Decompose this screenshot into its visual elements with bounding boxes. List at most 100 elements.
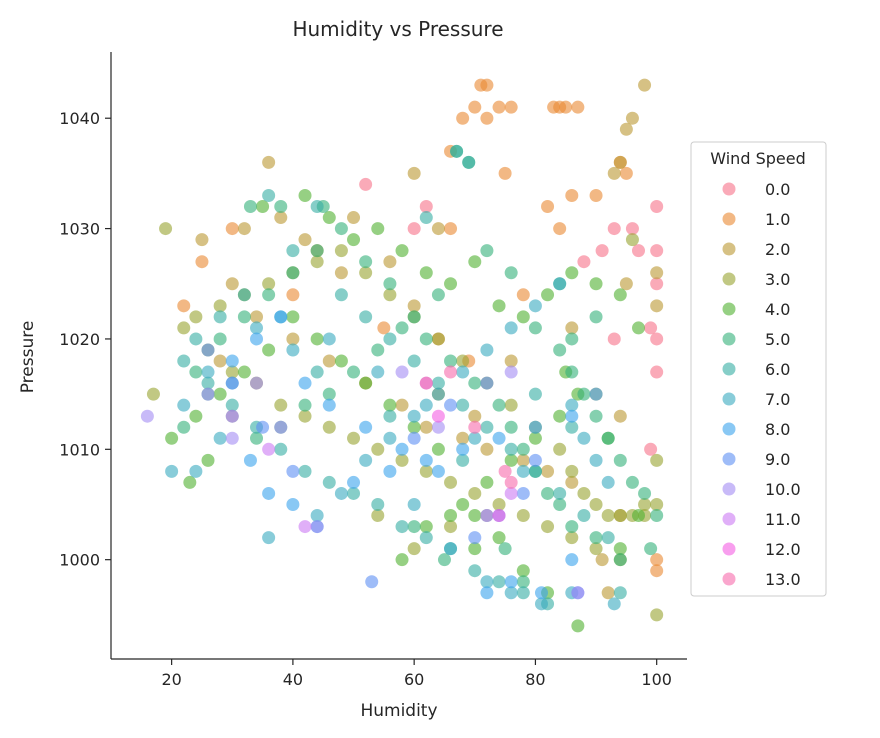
data-point xyxy=(395,321,409,335)
data-point xyxy=(359,266,373,280)
data-point xyxy=(644,442,658,456)
data-point xyxy=(534,586,548,600)
data-point xyxy=(613,155,627,169)
data-point xyxy=(601,431,615,445)
data-point xyxy=(565,321,579,335)
data-point xyxy=(165,464,179,478)
data-point xyxy=(322,211,336,225)
data-point xyxy=(553,100,567,114)
data-point xyxy=(589,277,603,291)
data-point xyxy=(504,354,518,368)
data-point xyxy=(625,111,639,125)
data-point xyxy=(650,299,664,313)
x-tick-label: 80 xyxy=(525,670,545,689)
data-point xyxy=(650,365,664,379)
data-point xyxy=(444,222,458,236)
data-point xyxy=(395,244,409,258)
legend-label: 11.0 xyxy=(765,510,801,529)
data-point xyxy=(516,453,530,467)
data-point xyxy=(504,100,518,114)
data-point xyxy=(553,409,567,423)
data-point xyxy=(298,464,312,478)
data-point xyxy=(286,288,300,302)
data-point xyxy=(468,376,482,390)
data-point xyxy=(298,409,312,423)
data-point xyxy=(565,365,579,379)
data-point xyxy=(480,78,494,92)
data-point xyxy=(165,431,179,445)
data-point xyxy=(407,354,421,368)
data-point xyxy=(613,288,627,302)
data-point xyxy=(407,310,421,324)
data-point xyxy=(262,277,276,291)
data-point xyxy=(553,486,567,500)
data-point xyxy=(298,233,312,247)
data-point xyxy=(504,365,518,379)
legend-item: 4.0 xyxy=(722,300,790,319)
data-point xyxy=(431,288,445,302)
data-point xyxy=(225,365,239,379)
data-point xyxy=(480,244,494,258)
series-6.0 xyxy=(177,144,627,611)
data-point xyxy=(468,100,482,114)
data-point xyxy=(322,420,336,434)
series-5.0 xyxy=(177,144,664,589)
data-point xyxy=(456,497,470,511)
data-point xyxy=(419,200,433,214)
data-point xyxy=(431,222,445,236)
data-point xyxy=(541,200,555,214)
data-point xyxy=(419,332,433,346)
data-point xyxy=(528,387,542,401)
data-point xyxy=(504,486,518,500)
data-point xyxy=(383,288,397,302)
x-tick-label: 20 xyxy=(161,670,181,689)
data-point xyxy=(237,310,251,324)
data-point xyxy=(419,453,433,467)
data-point xyxy=(601,531,615,545)
data-point xyxy=(322,398,336,412)
legend-item: 3.0 xyxy=(722,270,790,289)
data-point xyxy=(383,464,397,478)
data-point xyxy=(650,266,664,280)
data-point xyxy=(419,266,433,280)
data-point xyxy=(274,442,288,456)
data-point xyxy=(383,409,397,423)
data-point xyxy=(577,255,591,269)
data-point xyxy=(444,365,458,379)
data-point xyxy=(516,310,530,324)
data-point xyxy=(607,222,621,236)
data-point xyxy=(383,431,397,445)
data-point xyxy=(407,431,421,445)
data-point xyxy=(589,188,603,202)
data-point xyxy=(492,299,506,313)
data-point xyxy=(619,277,633,291)
data-point xyxy=(359,420,373,434)
data-point xyxy=(613,409,627,423)
data-point xyxy=(371,365,385,379)
data-point xyxy=(183,475,197,489)
data-point xyxy=(359,453,373,467)
legend-marker xyxy=(722,392,736,406)
data-point xyxy=(225,354,239,368)
data-point xyxy=(310,255,324,269)
data-point xyxy=(407,497,421,511)
data-point xyxy=(419,398,433,412)
data-point xyxy=(431,464,445,478)
data-point xyxy=(444,475,458,489)
data-point xyxy=(468,486,482,500)
data-point xyxy=(201,453,215,467)
legend-item: 11.0 xyxy=(722,510,801,529)
data-point xyxy=(431,420,445,434)
data-point xyxy=(504,266,518,280)
data-point xyxy=(468,409,482,423)
data-point xyxy=(225,431,239,445)
legend-item: 10.0 xyxy=(722,480,801,499)
data-point xyxy=(613,586,627,600)
data-point xyxy=(468,431,482,445)
data-point xyxy=(492,431,506,445)
data-point xyxy=(310,244,324,258)
data-point xyxy=(571,586,585,600)
data-point xyxy=(601,475,615,489)
data-point xyxy=(456,111,470,125)
data-point xyxy=(140,409,154,423)
